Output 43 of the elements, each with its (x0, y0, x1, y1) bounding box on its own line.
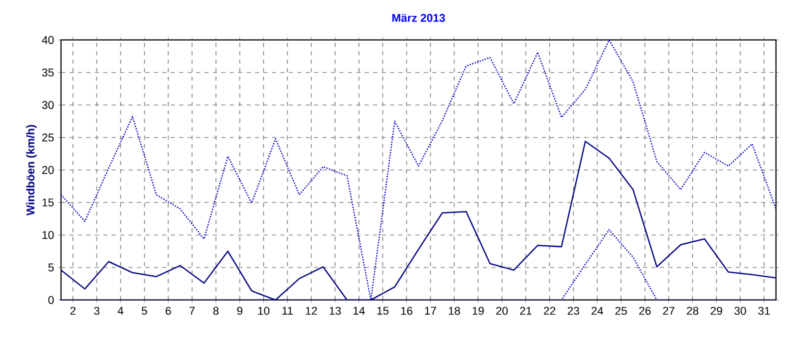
x-tick-label: 11 (282, 306, 293, 315)
x-tick-label: 22 (544, 306, 556, 315)
y-tick-label: 40 (42, 36, 54, 44)
x-tick-label: 10 (258, 306, 270, 315)
x-tick-label: 21 (520, 306, 532, 315)
x-tick-label: 7 (190, 306, 195, 315)
x-tick-label: 14 (354, 306, 365, 315)
x-tick-label: 26 (639, 306, 651, 315)
x-tick-label: 6 (166, 306, 171, 315)
x-tick-label: 13 (330, 306, 341, 315)
x-tick-label: 30 (734, 306, 746, 315)
y-tick-label: 25 (42, 134, 54, 142)
x-tick-label: 27 (663, 306, 674, 315)
x-tick-label: 12 (306, 306, 317, 315)
y-tick-label: 35 (42, 68, 54, 76)
x-tick-label: 19 (472, 306, 484, 315)
chart-title: März 2013 (392, 14, 445, 22)
x-tick-label: 15 (377, 306, 389, 315)
line-series (61, 40, 776, 300)
y-axis-title: Windböen (km/h) (26, 125, 37, 216)
x-tick-label: 2 (70, 306, 76, 315)
x-tick-label: 31 (758, 306, 770, 315)
y-tick-label: 5 (48, 264, 54, 272)
x-tick-label: 24 (592, 306, 604, 315)
x-tick-label: 29 (710, 306, 722, 315)
y-tick-label: 20 (42, 166, 54, 174)
x-tick-label: 28 (686, 306, 698, 315)
x-tick-label: 23 (568, 306, 580, 315)
y-tick-label: 30 (42, 101, 54, 109)
y-tick-label: 10 (42, 231, 54, 239)
x-tick-label: 20 (496, 306, 508, 315)
x-tick-label: 9 (237, 306, 242, 315)
line-series (61, 140, 776, 300)
x-tick-label: 4 (118, 306, 124, 315)
y-tick-label: 0 (48, 296, 54, 304)
y-tick-label: 15 (42, 198, 54, 206)
x-tick-label: 25 (615, 306, 627, 315)
x-tick-label: 8 (213, 306, 219, 315)
x-tick-label: 18 (448, 306, 460, 315)
x-tick-label: 3 (94, 306, 100, 315)
x-tick-label: 5 (142, 306, 148, 315)
x-tick-label: 16 (401, 306, 412, 315)
x-tick-label: 17 (425, 306, 436, 315)
